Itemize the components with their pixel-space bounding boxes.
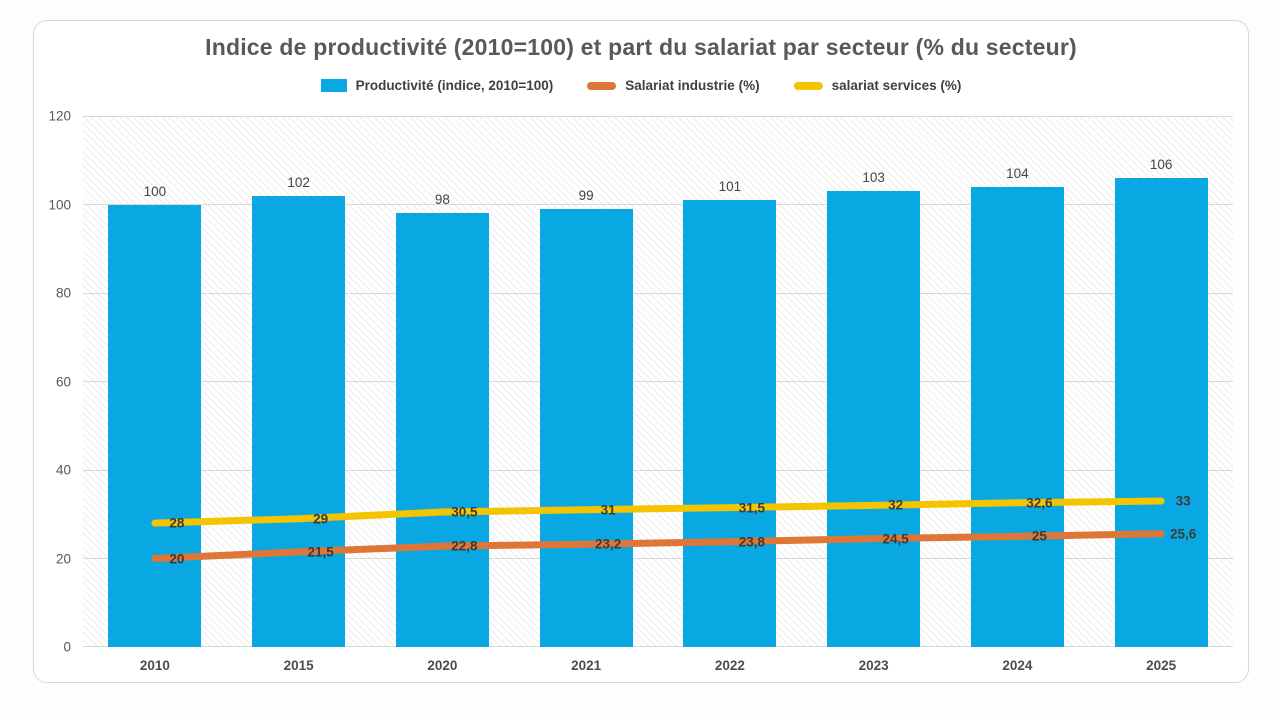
x-tick-label-2023: 2023 xyxy=(858,658,889,673)
legend-item-0: Productivité (indice, 2010=100) xyxy=(320,78,554,93)
legend-label-0: Productivité (indice, 2010=100) xyxy=(355,78,554,93)
bar-value-label-2022: 101 xyxy=(718,179,742,195)
line-point-label-2-2021: 31 xyxy=(600,502,616,518)
bar-2021 xyxy=(539,208,633,647)
line-point-label-2-2020: 30,5 xyxy=(451,504,478,520)
x-tick-label-2024: 2024 xyxy=(1002,658,1033,673)
gridline-80 xyxy=(83,292,1233,294)
bar-2015 xyxy=(252,195,346,647)
bar-2022 xyxy=(683,200,777,647)
gridline-60 xyxy=(83,381,1233,382)
y-tick-label-20: 20 xyxy=(55,551,71,566)
line-point-label-1-2022: 23,8 xyxy=(738,534,766,550)
bar-value-label-2025: 106 xyxy=(1149,156,1173,172)
legend-label-2: salariat services (%) xyxy=(831,78,962,93)
chart-title: Indice de productivité (2010=100) et par… xyxy=(205,34,1077,60)
x-tick-label-2025: 2025 xyxy=(1146,658,1177,673)
gridline-20 xyxy=(83,558,1233,559)
x-tick-label-2022: 2022 xyxy=(714,658,745,673)
y-tick-label-120: 120 xyxy=(48,108,71,124)
x-tick-label-2020: 2020 xyxy=(427,658,458,673)
bar-value-label-2023: 103 xyxy=(862,170,885,186)
line-point-label-2-2015: 29 xyxy=(313,511,329,527)
line-point-label-2-2023: 32 xyxy=(888,497,904,513)
bar-2025 xyxy=(1114,177,1208,647)
line-point-label-1-2020: 22,8 xyxy=(451,538,478,554)
line-point-label-1-2023: 24,5 xyxy=(882,531,909,547)
bar-2010 xyxy=(108,204,202,647)
line-point-label-1-2010: 20 xyxy=(169,551,185,566)
chart-card: Indice de productivité (2010=100) et par… xyxy=(33,20,1249,683)
bar-value-label-2010: 100 xyxy=(143,183,167,199)
line-swatch-icon-2 xyxy=(793,81,823,90)
line-series-1 xyxy=(151,530,1165,562)
y-tick-label-60: 60 xyxy=(55,374,71,389)
line-point-label-1-2024: 25 xyxy=(1031,528,1047,544)
line-point-label-1-2015: 21,5 xyxy=(307,544,334,560)
y-tick-label-0: 0 xyxy=(63,639,71,655)
bar-2024 xyxy=(970,186,1064,647)
bar-value-label-2015: 102 xyxy=(287,174,310,190)
gridline-40 xyxy=(83,469,1233,471)
bar-swatch-icon-0 xyxy=(320,79,347,92)
bar-value-label-2020: 98 xyxy=(434,192,450,208)
line-point-label-2-2025: 33 xyxy=(1175,493,1191,509)
x-tick-label-2021: 2021 xyxy=(571,658,602,673)
bar-2023 xyxy=(827,191,921,647)
gridline-120 xyxy=(83,115,1233,117)
gridline-0 xyxy=(83,646,1233,647)
legend-item-2: salariat services (%) xyxy=(793,78,962,93)
legend-item-1: Salariat industrie (%) xyxy=(587,78,760,93)
line-point-label-2-2010: 28 xyxy=(169,515,185,531)
bar-value-label-2024: 104 xyxy=(1006,165,1029,181)
y-tick-label-100: 100 xyxy=(48,197,71,212)
y-tick-label-80: 80 xyxy=(55,285,71,301)
y-tick-label-40: 40 xyxy=(55,462,71,478)
legend-label-1: Salariat industrie (%) xyxy=(625,78,760,93)
bar-value-label-2021: 99 xyxy=(578,187,594,203)
line-point-label-1-2021: 23,2 xyxy=(594,536,622,552)
bar-2020 xyxy=(395,213,489,647)
line-point-label-1-2025: 25,6 xyxy=(1169,526,1197,542)
line-swatch-icon-1 xyxy=(587,81,617,90)
legend: Productivité (indice, 2010=100) Salariat … xyxy=(34,78,1248,93)
x-tick-label-2015: 2015 xyxy=(283,658,314,673)
plot-area: 0 20 40 60 80 100 120 100 102 98 99 101 103 104 106 2… xyxy=(48,109,1233,673)
line-point-label-2-2022: 31,5 xyxy=(738,500,766,516)
gridline-100 xyxy=(83,204,1233,205)
x-tick-label-2010: 2010 xyxy=(139,658,170,673)
lines-layer xyxy=(151,497,1165,562)
line-point-label-2-2024: 32,6 xyxy=(1026,495,1053,511)
line-series-2 xyxy=(151,497,1165,527)
